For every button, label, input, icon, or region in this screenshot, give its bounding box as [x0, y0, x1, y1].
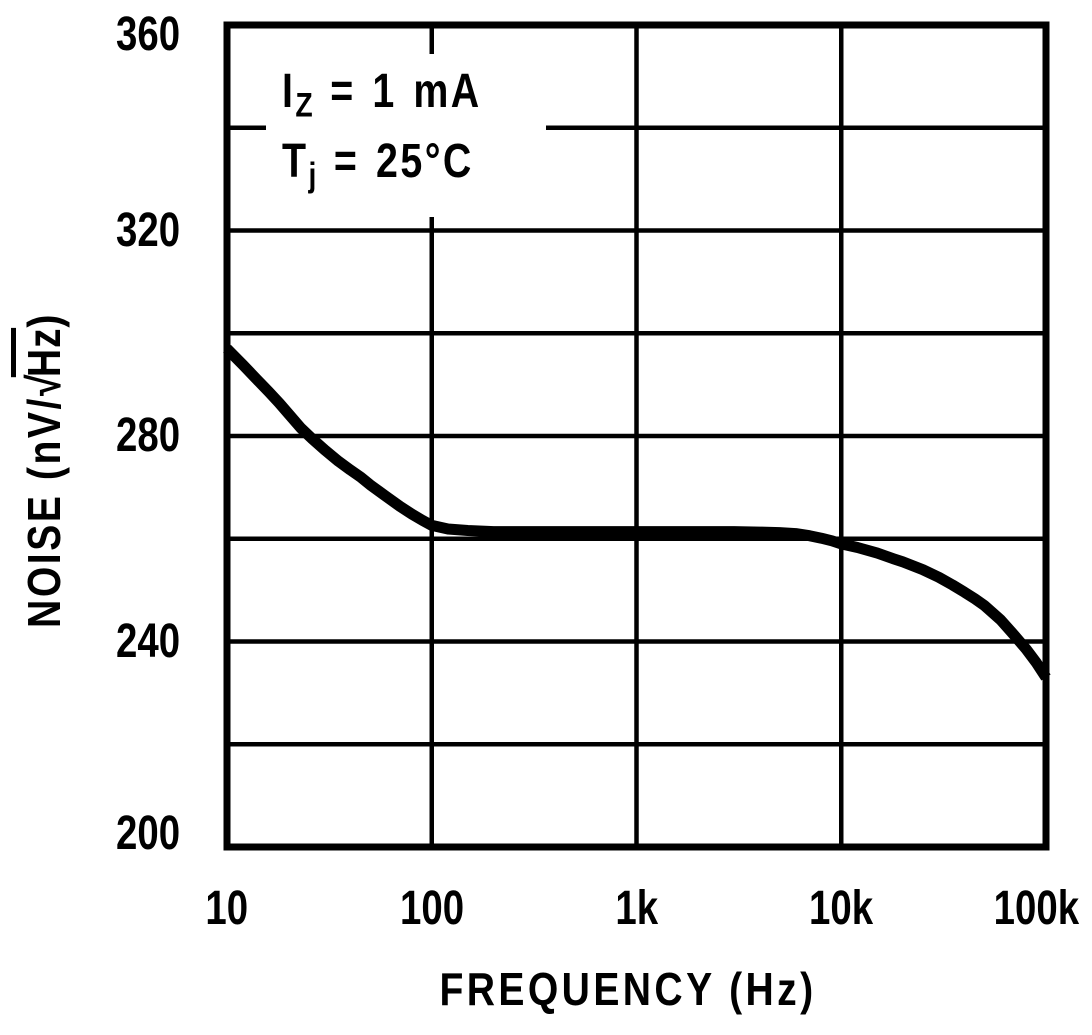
x-tick-label: 100k	[993, 882, 1079, 935]
condition-tj: Tj = 25°C	[282, 134, 474, 195]
y-tick-label: 320	[115, 203, 180, 257]
x-tick-label: 100	[399, 882, 464, 935]
x-tick-label: 10	[205, 882, 249, 935]
sqrt-radicand: Hz	[11, 327, 70, 378]
y-tick-label: 280	[115, 409, 180, 462]
condition-iz: IZ = 1 mA	[282, 65, 482, 125]
tj-subscript: j	[308, 156, 318, 195]
y-tick-label: 200	[115, 807, 180, 860]
y-tick-label: 240	[115, 614, 180, 668]
x-tick-label: 1k	[615, 882, 658, 935]
conditions-annotation: IZ = 1 mA Tj = 25°C	[266, 54, 546, 218]
y-tick-label: 360	[115, 8, 180, 61]
iz-subscript: Z	[295, 86, 314, 125]
plot-border	[223, 21, 1050, 851]
noise-curve	[223, 344, 1051, 681]
x-tick-label: 10k	[809, 882, 874, 935]
sqrt-radical-sign: √	[18, 374, 70, 397]
